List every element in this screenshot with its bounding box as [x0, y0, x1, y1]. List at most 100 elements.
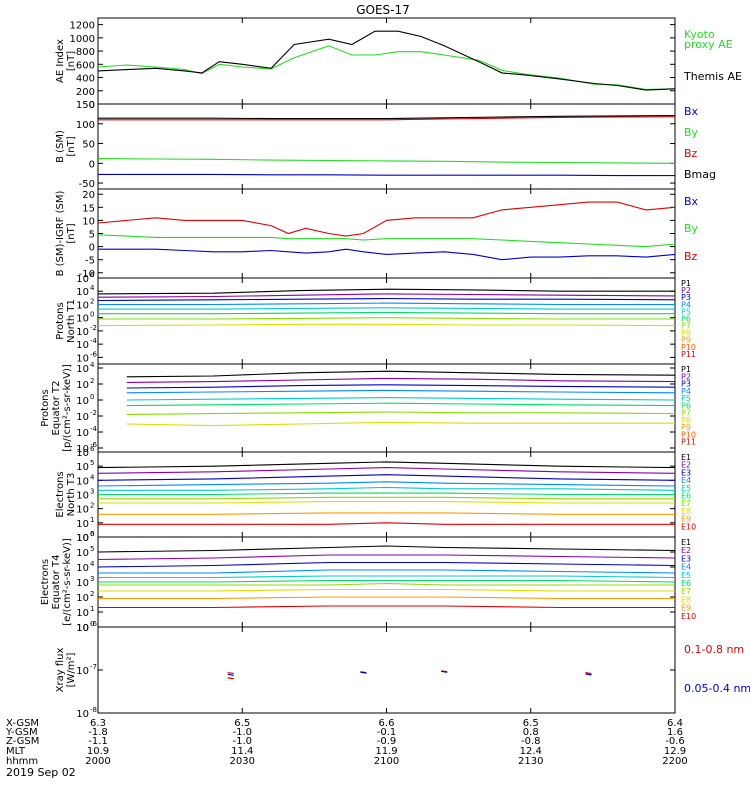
series-line-e6: [98, 492, 675, 496]
y-axis-label: [p/(cm²-s-sr-keV)]: [62, 364, 73, 452]
series-line-p6: [126, 402, 676, 407]
series-line-p4: [126, 389, 676, 394]
x-tick-value: 6.4: [667, 718, 683, 729]
series-line-by: [97, 158, 676, 164]
series-line-by: [97, 234, 676, 248]
y-tick-exponent: 3: [90, 488, 94, 496]
y-tick-label: 5: [89, 230, 95, 241]
legend-entry: E10: [681, 612, 696, 621]
legend-entry: By: [684, 126, 699, 139]
y-tick-label: 10: [76, 623, 89, 634]
y-tick-label: 10: [76, 593, 89, 604]
legend-entry: P7: [681, 322, 691, 331]
y-tick-label: 1200: [70, 21, 95, 32]
legend-entry: Kyoto: [684, 28, 715, 41]
y-tick-exponent: 3: [90, 575, 94, 583]
panel-ae: 0 200 400 600 800 1000 1200 AE Index [nT] Kyotopr…: [55, 17, 742, 111]
y-axis-label: Protons: [40, 389, 51, 426]
legend-entry: P5: [681, 394, 691, 403]
y-tick-label: 10: [76, 519, 89, 530]
y-axis-label: AE Index: [55, 39, 66, 83]
y-tick-label: 10: [76, 548, 89, 559]
panel-bsm: -50 0 50 100 150 B (SM) [nT] Bx By Bz Bmag: [55, 100, 716, 190]
y-tick-exponent: 1: [90, 516, 94, 524]
y-axis-label: Equator T4: [51, 555, 62, 610]
y-tick-label: 10: [76, 608, 89, 619]
legend-entry: E4: [681, 476, 691, 485]
y-axis-label: B (SM)-IGRF (SM): [55, 191, 66, 277]
legend-entry: P6: [681, 401, 691, 410]
x-tick-value: 2000: [85, 756, 110, 767]
series-line-e7: [98, 582, 675, 586]
y-axis-label: Electrons: [40, 559, 51, 605]
chart-title: GOES-17: [356, 3, 410, 17]
series-line-p3: [97, 297, 676, 302]
y-tick-label: 10: [76, 505, 89, 516]
legend-entry: E6: [681, 492, 691, 501]
y-tick-exponent: 0: [90, 620, 94, 628]
y-tick-label: 150: [76, 100, 95, 111]
y-tick-exponent: -2: [90, 324, 97, 332]
x-tick-value: -0.9: [377, 736, 397, 747]
legend-entry: P1: [681, 365, 691, 374]
series-line-e5: [98, 575, 676, 579]
legend-entry: P2: [681, 372, 691, 381]
xray-point-0.05-0.4 nm: [585, 673, 592, 676]
series-line-p7: [126, 411, 676, 415]
y-axis-label: [W/m²]: [66, 652, 77, 687]
y-tick-label: -5: [85, 256, 95, 267]
xray-point-0.1-0.8 nm: [227, 671, 234, 675]
x-tick-value: 11.4: [231, 746, 253, 757]
y-tick-exponent: 2: [90, 377, 94, 385]
series-line-e3: [97, 561, 676, 568]
legend-entry: E5: [681, 571, 691, 580]
legend-entry: P3: [681, 380, 691, 389]
series-line-p5: [98, 307, 675, 310]
y-tick-exponent: -7: [90, 663, 97, 671]
legend-entry: P10: [681, 343, 696, 352]
series-line-e10: [98, 522, 675, 525]
x-tick-value: 6.6: [379, 718, 395, 729]
legend-entry: E9: [681, 515, 691, 524]
legend-entry: Bx: [684, 195, 699, 208]
series-line-p1: [126, 370, 676, 378]
series-line-p8: [126, 421, 675, 427]
y-tick-label: 10: [76, 364, 89, 375]
legend-entry: P9: [681, 336, 691, 345]
date-label: 2019 Sep 02: [6, 766, 76, 779]
series-line-e4: [97, 481, 676, 487]
legend-entry: E4: [681, 563, 691, 572]
legend-entry: Bmag: [684, 168, 716, 181]
y-tick-label: 10: [76, 666, 89, 677]
series-line-bz: [97, 201, 676, 237]
legend-entry: P8: [681, 329, 691, 338]
legend-entry: E10: [681, 522, 696, 531]
legend-entry: P1: [681, 279, 691, 288]
y-tick-exponent: 0: [90, 311, 94, 319]
legend-entry: Bz: [684, 147, 698, 160]
x-tick-value: 12.4: [520, 746, 542, 757]
series-line-e9: [98, 596, 675, 600]
legend-entry: E2: [681, 461, 691, 470]
y-tick-label: 10: [76, 709, 89, 720]
series-line-e5: [98, 486, 676, 491]
series-line-e3: [97, 474, 676, 481]
y-tick-label: 10: [76, 314, 89, 325]
y-tick-label: 20: [82, 190, 95, 201]
y-tick-exponent: 2: [90, 502, 94, 510]
x-row-label: Z-GSM: [6, 736, 39, 747]
series-line-bz: [98, 116, 676, 121]
y-tick-label: 1000: [70, 34, 95, 45]
series-line-e1: [97, 461, 676, 469]
series-line-e8: [98, 588, 675, 592]
series-line-e6: [98, 579, 676, 583]
y-tick-label: 10: [76, 340, 89, 351]
legend-entry: Bz: [684, 250, 698, 263]
y-tick-label: 10: [76, 327, 89, 338]
y-tick-label: 10: [76, 462, 89, 473]
